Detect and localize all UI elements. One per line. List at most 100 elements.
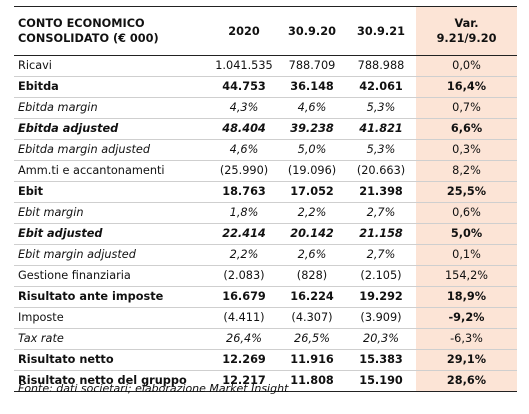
cell-30-9-21: 20,3%	[346, 328, 416, 350]
table-header-row: CONTO ECONOMICO CONSOLIDATO (€ 000) 2020…	[14, 6, 517, 56]
cell-variation: 18,9%	[416, 286, 517, 308]
row-label: Ebitda adjusted	[14, 118, 210, 140]
cell-2020: 12.217	[210, 370, 278, 392]
header-30-9-20: 30.9.20	[278, 6, 346, 56]
cell-30-9-20: 36.148	[278, 76, 346, 98]
cell-30-9-20: 2,6%	[278, 244, 346, 266]
cell-30-9-21: 15.190	[346, 370, 416, 392]
row-label: Amm.ti e accantonamenti	[14, 160, 210, 182]
table-row: Risultato netto 12.269 11.916 15.383 29,…	[14, 349, 517, 371]
header-label-line1: CONTO ECONOMICO	[18, 17, 145, 30]
cell-30-9-21: 42.061	[346, 76, 416, 98]
row-label: Ebit	[14, 181, 210, 203]
header-variation: Var. 9.21/9.20	[416, 6, 517, 56]
cell-30-9-21: 2,7%	[346, 202, 416, 224]
cell-2020: 4,3%	[210, 97, 278, 119]
cell-variation: 0,1%	[416, 244, 517, 266]
table-row: Gestione finanziaria (2.083) (828) (2.10…	[14, 265, 517, 287]
income-statement-table-container: CONTO ECONOMICO CONSOLIDATO (€ 000) 2020…	[14, 6, 517, 392]
cell-30-9-21: 5,3%	[346, 139, 416, 161]
cell-30-9-20: 16.224	[278, 286, 346, 308]
cell-30-9-20: 17.052	[278, 181, 346, 203]
cell-2020: 48.404	[210, 118, 278, 140]
cell-variation: -6,3%	[416, 328, 517, 350]
cell-2020: 26,4%	[210, 328, 278, 350]
cell-variation: 6,6%	[416, 118, 517, 140]
cell-30-9-20: (19.096)	[278, 160, 346, 182]
cell-variation: 28,6%	[416, 370, 517, 392]
table-row: Ebit margin adjusted 2,2% 2,6% 2,7% 0,1%	[14, 244, 517, 266]
row-label: Risultato netto del gruppo	[14, 370, 210, 392]
header-variation-line2: 9.21/9.20	[436, 32, 497, 45]
cell-30-9-20: 788.709	[278, 55, 346, 77]
row-label: Tax rate	[14, 328, 210, 350]
cell-variation: 16,4%	[416, 76, 517, 98]
cell-30-9-21: 21.158	[346, 223, 416, 245]
table-row: Ebitda margin 4,3% 4,6% 5,3% 0,7%	[14, 97, 517, 119]
header-label: CONTO ECONOMICO CONSOLIDATO (€ 000)	[14, 6, 210, 56]
cell-2020: 12.269	[210, 349, 278, 371]
cell-variation: 5,0%	[416, 223, 517, 245]
table-row: Ebitda 44.753 36.148 42.061 16,4%	[14, 76, 517, 98]
cell-30-9-20: 11.916	[278, 349, 346, 371]
cell-variation: -9,2%	[416, 307, 517, 329]
cell-30-9-20: (4.307)	[278, 307, 346, 329]
cell-2020: 1.041.535	[210, 55, 278, 77]
cell-30-9-20: 20.142	[278, 223, 346, 245]
row-label: Ebitda	[14, 76, 210, 98]
cell-variation: 0,6%	[416, 202, 517, 224]
cell-30-9-20: 4,6%	[278, 97, 346, 119]
cell-2020: (4.411)	[210, 307, 278, 329]
row-label: Ebit margin adjusted	[14, 244, 210, 266]
row-label: Risultato netto	[14, 349, 210, 371]
cell-30-9-21: (20.663)	[346, 160, 416, 182]
cell-variation: 8,2%	[416, 160, 517, 182]
table-row: Ebitda adjusted 48.404 39.238 41.821 6,6…	[14, 118, 517, 140]
table-row: Ebit adjusted 22.414 20.142 21.158 5,0%	[14, 223, 517, 245]
header-30-9-21: 30.9.21	[346, 6, 416, 56]
cell-30-9-21: 21.398	[346, 181, 416, 203]
cell-variation: 29,1%	[416, 349, 517, 371]
cell-variation: 0,3%	[416, 139, 517, 161]
cell-30-9-21: 2,7%	[346, 244, 416, 266]
cell-2020: (25.990)	[210, 160, 278, 182]
cell-30-9-20: 2,2%	[278, 202, 346, 224]
row-label: Imposte	[14, 307, 210, 329]
source-note: Fonte: dati societari; elaborazione Mark…	[18, 382, 289, 395]
row-label: Ebitda margin adjusted	[14, 139, 210, 161]
cell-variation: 154,2%	[416, 265, 517, 287]
row-label: Gestione finanziaria	[14, 265, 210, 287]
row-label: Ebit adjusted	[14, 223, 210, 245]
cell-30-9-20: (828)	[278, 265, 346, 287]
cell-30-9-20: 11.808	[278, 370, 346, 392]
cell-30-9-21: 19.292	[346, 286, 416, 308]
cell-30-9-21: 5,3%	[346, 97, 416, 119]
income-statement-table: CONTO ECONOMICO CONSOLIDATO (€ 000) 2020…	[14, 6, 517, 392]
cell-variation: 25,5%	[416, 181, 517, 203]
table-row: Tax rate 26,4% 26,5% 20,3% -6,3%	[14, 328, 517, 350]
cell-2020: 18.763	[210, 181, 278, 203]
row-label: Ricavi	[14, 55, 210, 77]
row-label: Ebitda margin	[14, 97, 210, 119]
cell-30-9-21: 41.821	[346, 118, 416, 140]
cell-30-9-21: 15.383	[346, 349, 416, 371]
table-row: Amm.ti e accantonamenti (25.990) (19.096…	[14, 160, 517, 182]
cell-30-9-20: 39.238	[278, 118, 346, 140]
cell-30-9-20: 5,0%	[278, 139, 346, 161]
table-row: Ebitda margin adjusted 4,6% 5,0% 5,3% 0,…	[14, 139, 517, 161]
cell-2020: 44.753	[210, 76, 278, 98]
cell-2020: 1,8%	[210, 202, 278, 224]
header-label-line2: CONSOLIDATO (€ 000)	[18, 32, 159, 45]
cell-30-9-21: (3.909)	[346, 307, 416, 329]
row-label: Ebit margin	[14, 202, 210, 224]
cell-2020: (2.083)	[210, 265, 278, 287]
table-row: Ebit 18.763 17.052 21.398 25,5%	[14, 181, 517, 203]
table-row: Ricavi 1.041.535 788.709 788.988 0,0%	[14, 55, 517, 77]
cell-30-9-21: (2.105)	[346, 265, 416, 287]
cell-2020: 22.414	[210, 223, 278, 245]
table-row: Risultato netto del gruppo 12.217 11.808…	[14, 370, 517, 392]
cell-2020: 16.679	[210, 286, 278, 308]
table-row: Risultato ante imposte 16.679 16.224 19.…	[14, 286, 517, 308]
table-row: Ebit margin 1,8% 2,2% 2,7% 0,6%	[14, 202, 517, 224]
cell-variation: 0,0%	[416, 55, 517, 77]
